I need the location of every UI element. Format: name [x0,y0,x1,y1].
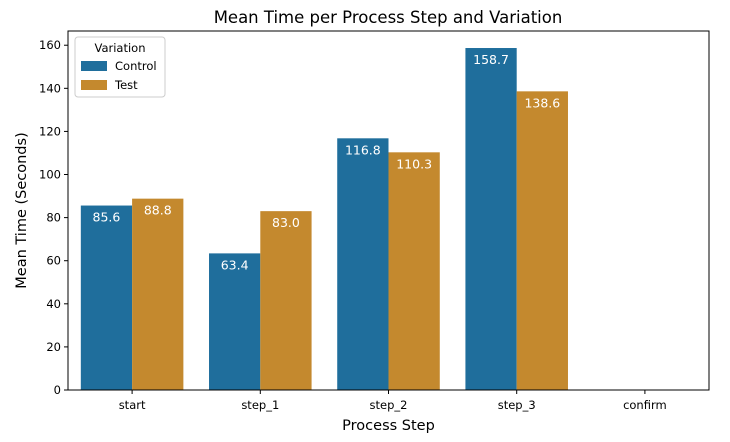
x-tick-label: confirm [623,398,667,412]
y-tick-label: 40 [46,297,61,311]
y-tick-label: 140 [39,81,61,95]
plot-frame [67,30,710,391]
bar-control-step_2 [337,138,389,390]
bar-value-label: 63.4 [221,257,249,272]
y-tick-label: 80 [46,211,61,225]
bar-test-step_3 [516,91,568,390]
bar-value-label: 88.8 [144,203,172,218]
bar-control-step_1 [209,253,261,390]
x-axis: start step_1 step_2 step_3 confirm [119,390,667,412]
bar-control-start [80,205,133,390]
x-tick-label: step_2 [370,398,408,412]
y-tick-label: 100 [39,168,61,182]
x-tick-label: step_3 [498,398,536,412]
legend: Variation Control Test [74,36,166,98]
bar-value-label: 158.7 [473,52,509,67]
bar-value-label: 83.0 [272,215,300,230]
bars-group [80,48,568,391]
legend-swatch-control [81,61,107,71]
legend-swatch-test [81,80,107,90]
bar-value-label: 116.8 [345,142,381,157]
bar-test-start [132,198,184,390]
legend-items: Control Test [81,59,157,92]
bar-control-step_3 [465,48,517,391]
y-tick-label: 120 [39,124,61,138]
bar-value-label: 110.3 [396,156,432,171]
y-tick-label: 60 [46,254,61,268]
legend-title: Variation [94,41,145,55]
bar-value-label: 85.6 [93,210,121,225]
bar-test-step_2 [388,152,440,390]
x-axis-title: Process Step [342,418,435,434]
y-axis-title: Mean Time (Seconds) [14,132,30,288]
y-tick-label: 0 [54,383,61,397]
legend-label-test: Test [114,78,138,92]
x-tick-label: start [119,398,146,412]
chart-title: Mean Time per Process Step and Variation [214,8,563,27]
bar-value-label: 138.6 [524,95,560,110]
x-tick-label: step_1 [241,398,279,412]
y-tick-label: 20 [46,340,61,354]
y-axis: 0 20 40 60 80 100 120 140 160 [39,38,68,397]
bar-labels-group: 85.6 63.4 116.8 158.7 88.8 83.0 110.3 138.6 [93,52,561,272]
y-tick-label: 160 [39,38,61,52]
bar-test-step_1 [260,211,312,390]
legend-label-control: Control [115,59,157,73]
